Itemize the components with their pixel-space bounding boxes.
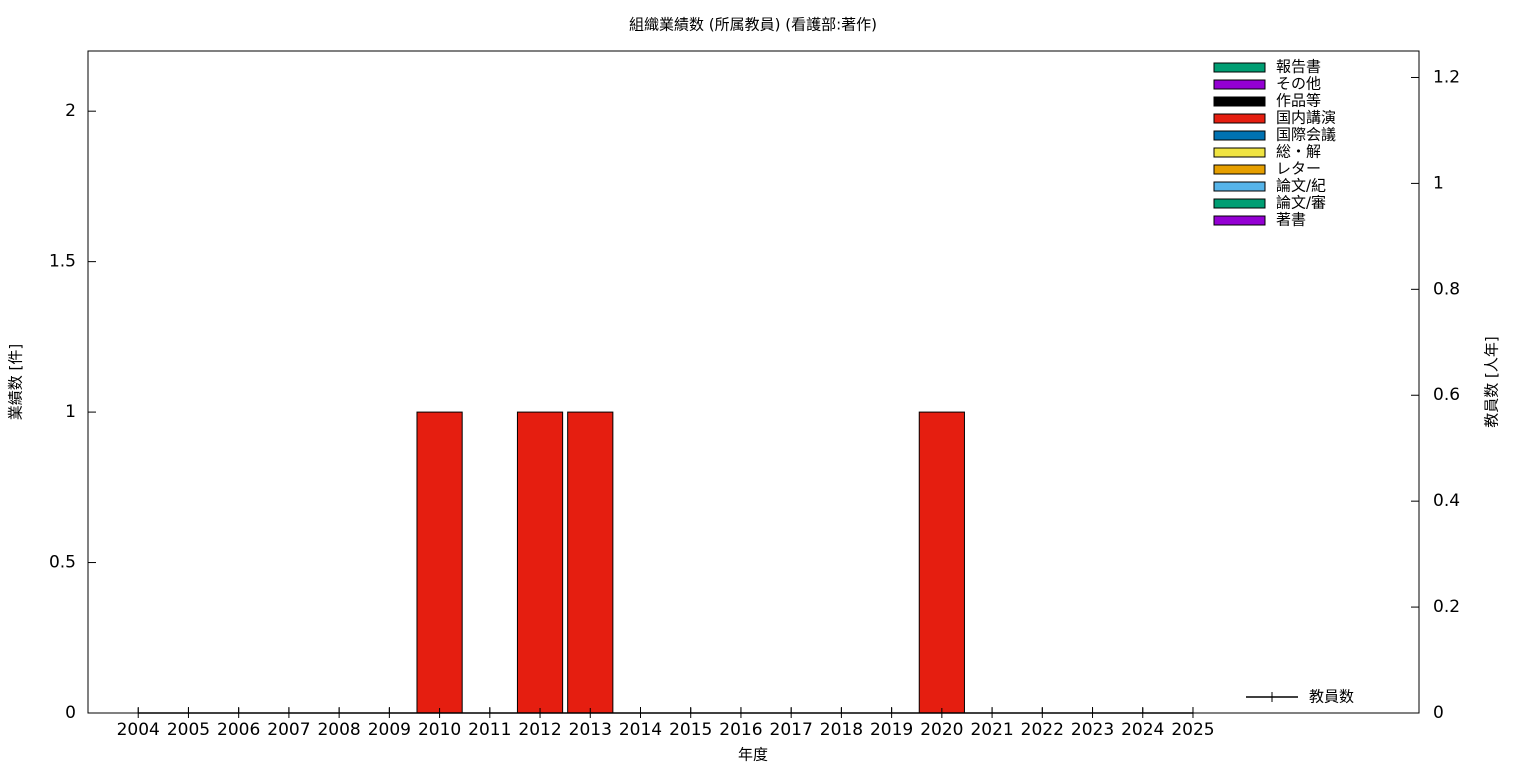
- legend-swatch: [1213, 215, 1266, 226]
- x-tick-label: 2011: [468, 720, 511, 740]
- x-tick-label: 2024: [1121, 720, 1164, 740]
- x-tick-label: 2008: [317, 720, 360, 740]
- x-tick-label: 2004: [117, 720, 160, 740]
- y2-tick-label: 1: [1433, 173, 1444, 193]
- chart-title: 組織業績数 (所属教員) (看護部:著作): [629, 16, 877, 34]
- y2-axis-label: 教員数 [人年]: [1483, 336, 1501, 427]
- legend-swatch: [1213, 181, 1266, 192]
- bar: [416, 411, 463, 714]
- legend-label: 論文/紀: [1276, 177, 1326, 195]
- x-axis-label: 年度: [738, 746, 768, 764]
- y-tick-label: 0: [65, 703, 76, 723]
- y2-tick-label: 0.4: [1433, 491, 1460, 511]
- legend-swatch: [1213, 96, 1266, 107]
- x-tick-label: 2022: [1021, 720, 1064, 740]
- y2-tick-label: 0: [1433, 703, 1444, 723]
- legend-label: 著書: [1276, 211, 1306, 229]
- legend-label: 国際会議: [1276, 126, 1336, 144]
- x-tick-label: 2016: [719, 720, 762, 740]
- bar: [918, 411, 965, 714]
- legend-label: 報告書: [1276, 58, 1321, 76]
- legend-label: 国内講演: [1276, 109, 1336, 127]
- legend-label: レター: [1276, 160, 1321, 178]
- x-tick-label: 2025: [1171, 720, 1214, 740]
- y2-tick-label: 1.2: [1433, 67, 1460, 87]
- x-tick-label: 2023: [1071, 720, 1114, 740]
- x-tick-label: 2017: [770, 720, 813, 740]
- bar: [567, 411, 614, 714]
- y-axis-label: 業績数 [件]: [7, 344, 25, 420]
- legend-swatch: [1213, 113, 1266, 124]
- x-tick-label: 2010: [418, 720, 461, 740]
- x-tick-label: 2019: [870, 720, 913, 740]
- x-tick-label: 2007: [267, 720, 310, 740]
- y-tick-label: 2: [65, 101, 76, 121]
- y-tick-label: 0.5: [49, 553, 76, 573]
- x-tick-label: 2005: [167, 720, 210, 740]
- y-tick-label: 1.5: [49, 252, 76, 272]
- legend-swatch: [1213, 130, 1266, 141]
- bar: [516, 411, 564, 714]
- legend-swatch: [1213, 198, 1266, 209]
- x-tick-label: 2006: [217, 720, 260, 740]
- y2-tick-label: 0.8: [1433, 279, 1460, 299]
- legend-label: その他: [1276, 75, 1321, 93]
- legend-swatch: [1213, 79, 1266, 90]
- x-tick-label: 2021: [970, 720, 1013, 740]
- legend-swatch: [1213, 62, 1266, 73]
- x-tick-label: 2009: [368, 720, 411, 740]
- legend-label: 総・解: [1276, 143, 1321, 161]
- x-tick-label: 2012: [518, 720, 561, 740]
- y2-tick-label: 0.2: [1433, 597, 1460, 617]
- legend-swatch: [1213, 164, 1266, 175]
- legend-label: 作品等: [1276, 92, 1321, 110]
- x-tick-label: 2020: [920, 720, 963, 740]
- x-tick-label: 2014: [619, 720, 662, 740]
- x-tick-label: 2015: [669, 720, 712, 740]
- y-tick-label: 1: [65, 402, 76, 422]
- y2-tick-label: 0.6: [1433, 385, 1460, 405]
- legend-swatch: [1213, 147, 1266, 158]
- legend-label: 論文/審: [1276, 194, 1326, 212]
- legend-label: 教員数: [1309, 688, 1354, 706]
- x-tick-label: 2013: [569, 720, 612, 740]
- x-tick-label: 2018: [820, 720, 863, 740]
